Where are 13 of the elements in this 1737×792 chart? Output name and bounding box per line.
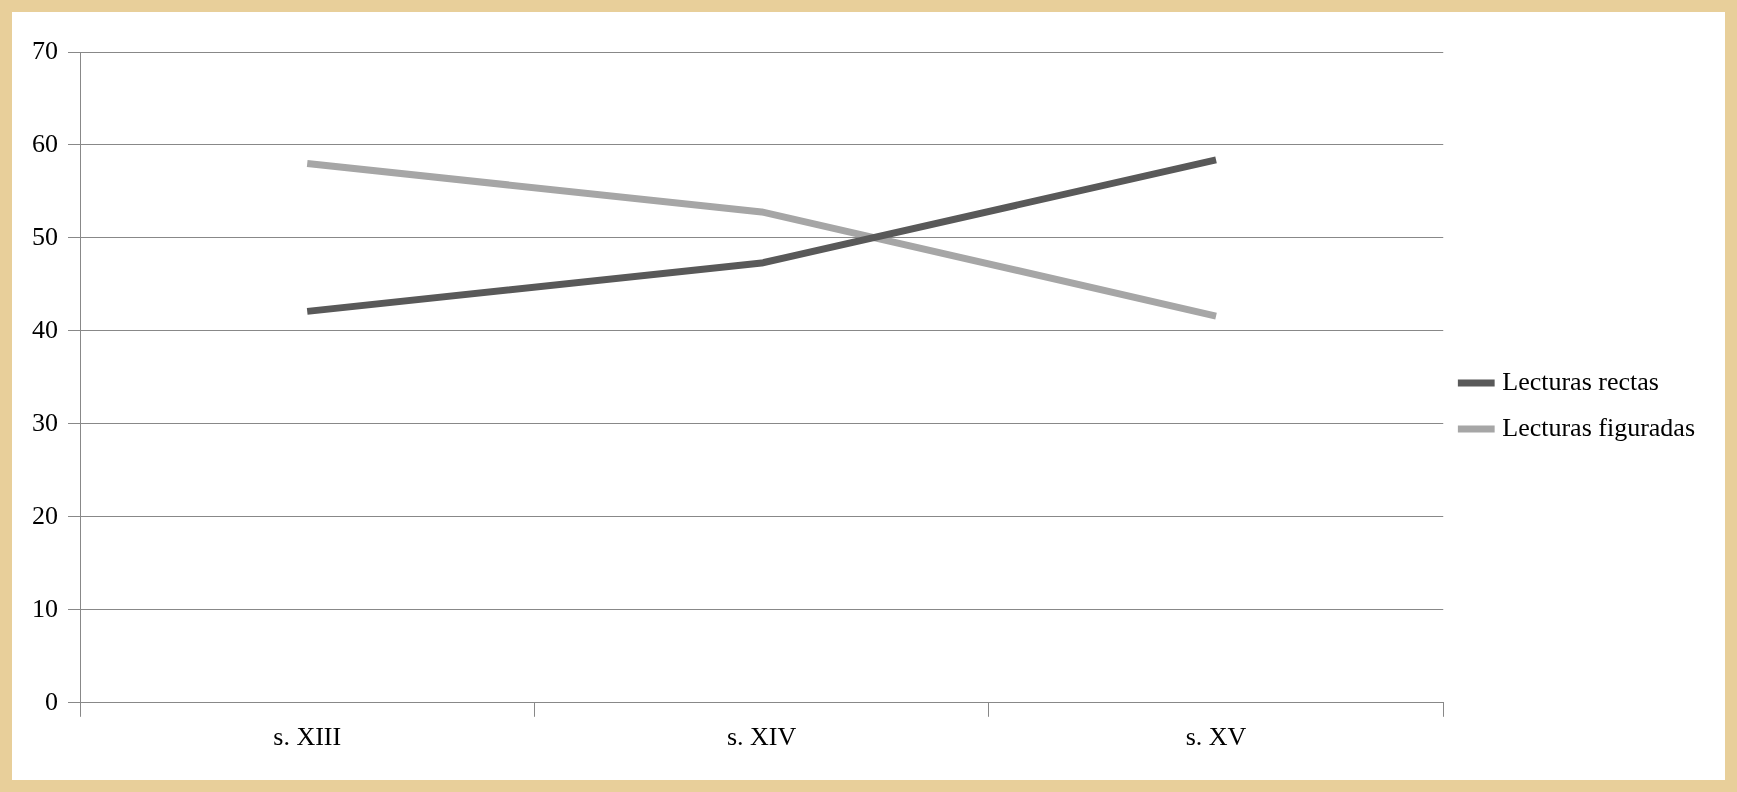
y-tick-label: 60	[32, 128, 58, 158]
y-tick-label: 10	[32, 593, 58, 623]
legend-label: Lecturas rectas	[1502, 366, 1659, 396]
x-tick-label: s. XIII	[273, 722, 342, 752]
x-tick-label: s. XV	[1185, 722, 1247, 752]
y-tick-label: 50	[32, 221, 58, 251]
y-tick-label: 20	[32, 500, 58, 530]
y-tick-label: 30	[32, 407, 58, 437]
x-tick-label: s. XIV	[726, 722, 797, 752]
legend-label: Lecturas figuradas	[1502, 412, 1696, 442]
y-tick-label: 0	[45, 686, 58, 716]
y-tick-label: 40	[32, 314, 58, 344]
y-tick-label: 70	[32, 35, 58, 65]
